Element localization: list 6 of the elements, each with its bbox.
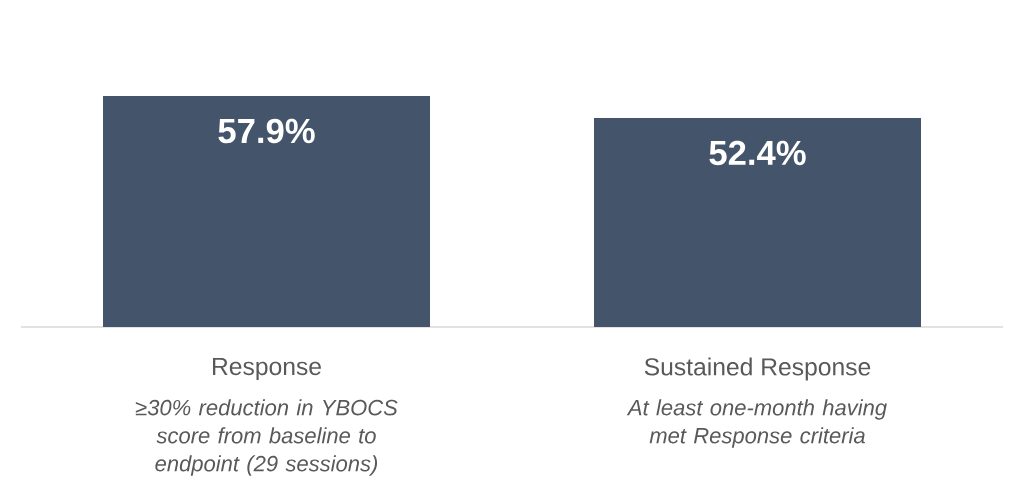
text: ≥30% reduction in YBOCS score from baseline to endpoint (29 sessions) (135, 399, 398, 476)
data-label: 57.9% (218, 118, 315, 144)
text: At least one-month having met Response criteria (626, 399, 887, 448)
data-label: 52.4% (709, 140, 806, 166)
x-tick-label: Response (213, 357, 321, 381)
x-tick-label: Sustained Response (644, 357, 871, 381)
